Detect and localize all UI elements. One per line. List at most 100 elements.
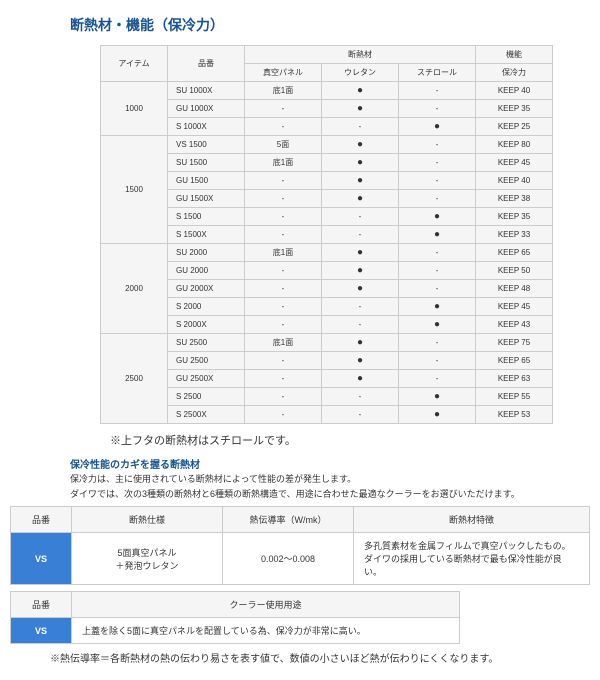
cell-c2: ● (322, 172, 399, 190)
cell-c3: - (399, 244, 476, 262)
sub-heading: 保冷性能のカギを握る断熱材 (70, 456, 590, 471)
cell-c4: KEEP 43 (476, 316, 553, 334)
note-conductivity: ※熱伝導率＝各断熱材の熱の伝わり易さを表す値で、数値の小さいほど熱が伝わりにくく… (50, 650, 590, 665)
cell-c2: ● (322, 334, 399, 352)
cell-name: S 2500X (168, 406, 245, 424)
cell-c4: KEEP 35 (476, 208, 553, 226)
cell-name: SU 2500 (168, 334, 245, 352)
cell-c1: 底1面 (245, 334, 322, 352)
cell-c3: - (399, 154, 476, 172)
cell-c3: ● (399, 406, 476, 424)
th-c3: スチロール (399, 64, 476, 82)
s1-v3: 0.002～0.008 (223, 533, 354, 585)
cell-c2: - (322, 118, 399, 136)
cell-c4: KEEP 48 (476, 280, 553, 298)
table-row: S 2000--●KEEP 45 (101, 298, 553, 316)
cell-c4: KEEP 45 (476, 154, 553, 172)
cell-c3: - (399, 82, 476, 100)
cell-c3: - (399, 352, 476, 370)
cell-c2: - (322, 226, 399, 244)
cell-c1: 5面 (245, 136, 322, 154)
cell-name: S 2000 (168, 298, 245, 316)
cell-name: GU 2500X (168, 370, 245, 388)
cell-c2: - (322, 388, 399, 406)
cell-c2: ● (322, 100, 399, 118)
cell-c1: - (245, 370, 322, 388)
cell-name: S 1500X (168, 226, 245, 244)
th-item: アイテム (101, 46, 168, 82)
cell-c1: - (245, 226, 322, 244)
s1-v4: 多孔質素材を金属フィルムで真空パックしたもの。ダイワの採用している断熱材で最も保… (354, 533, 590, 585)
cell-c1: - (245, 208, 322, 226)
cell-name: S 1000X (168, 118, 245, 136)
cell-c2: - (322, 406, 399, 424)
table-row: S 2500X--●KEEP 53 (101, 406, 553, 424)
cell-c4: KEEP 33 (476, 226, 553, 244)
cell-c3: - (399, 262, 476, 280)
cell-c1: - (245, 190, 322, 208)
th-grp2: 機能 (476, 46, 553, 64)
table-row: GU 1500X-●-KEEP 38 (101, 190, 553, 208)
cell-c2: ● (322, 244, 399, 262)
cell-c2: ● (322, 154, 399, 172)
cell-c3: ● (399, 316, 476, 334)
s1-h4: 断熱材特徴 (354, 507, 590, 533)
s1-h3: 熱伝導率（W/mk） (223, 507, 354, 533)
cell-c3: - (399, 334, 476, 352)
cell-name: SU 1500 (168, 154, 245, 172)
cell-c3: ● (399, 118, 476, 136)
cell-item: 2000 (101, 244, 168, 334)
cell-c3: ● (399, 208, 476, 226)
table-row: SU 1500底1面●-KEEP 45 (101, 154, 553, 172)
spec-table-1: 品番 断熱仕様 熱伝導率（W/mk） 断熱材特徴 VS 5面真空パネル ＋発泡ウ… (10, 506, 590, 585)
table-row: GU 2500-●-KEEP 65 (101, 352, 553, 370)
cell-c1: - (245, 172, 322, 190)
cell-name: SU 2000 (168, 244, 245, 262)
cell-c1: - (245, 298, 322, 316)
cell-c2: ● (322, 82, 399, 100)
s2-v2: 上蓋を除く5面に真空パネルを配置している為、保冷力が非常に高い。 (72, 618, 460, 644)
table-row: 2500SU 2500底1面●-KEEP 75 (101, 334, 553, 352)
table-row: 1000SU 1000X底1面●-KEEP 40 (101, 82, 553, 100)
page-title: 断熱材・機能（保冷力） (70, 15, 590, 35)
cell-c3: - (399, 280, 476, 298)
cell-c3: ● (399, 226, 476, 244)
th-c4: 保冷力 (476, 64, 553, 82)
cell-c1: - (245, 316, 322, 334)
table-row: 2000SU 2000底1面●-KEEP 65 (101, 244, 553, 262)
s1-v2: 5面真空パネル ＋発泡ウレタン (72, 533, 223, 585)
cell-name: GU 2000X (168, 280, 245, 298)
cell-c4: KEEP 63 (476, 370, 553, 388)
cell-c2: ● (322, 370, 399, 388)
s2-h1: 品番 (11, 592, 72, 618)
cell-item: 1000 (101, 82, 168, 136)
s1-vs: VS (11, 533, 72, 585)
s1-h1: 品番 (11, 507, 72, 533)
th-c2: ウレタン (322, 64, 399, 82)
cell-name: GU 2000 (168, 262, 245, 280)
th-grp1: 断熱材 (245, 46, 476, 64)
table-row: GU 1000X-●-KEEP 35 (101, 100, 553, 118)
cell-c1: 底1面 (245, 244, 322, 262)
cell-c4: KEEP 40 (476, 172, 553, 190)
cell-name: S 2500 (168, 388, 245, 406)
cell-c3: - (399, 370, 476, 388)
cell-c2: ● (322, 136, 399, 154)
cell-c3: ● (399, 388, 476, 406)
desc1: 保冷力は、主に使用されている断熱材によって性能の差が発生します。 (70, 473, 590, 486)
cell-name: GU 1000X (168, 100, 245, 118)
cell-c2: - (322, 298, 399, 316)
cell-c2: ● (322, 280, 399, 298)
cell-c4: KEEP 80 (476, 136, 553, 154)
cell-c4: KEEP 50 (476, 262, 553, 280)
cell-c4: KEEP 25 (476, 118, 553, 136)
cell-c1: - (245, 352, 322, 370)
cell-c3: - (399, 172, 476, 190)
cell-c1: - (245, 262, 322, 280)
cell-c2: ● (322, 262, 399, 280)
table-row: S 1500--●KEEP 35 (101, 208, 553, 226)
s2-vs: VS (11, 618, 72, 644)
cell-c1: 底1面 (245, 82, 322, 100)
cell-c1: - (245, 100, 322, 118)
cell-name: VS 1500 (168, 136, 245, 154)
